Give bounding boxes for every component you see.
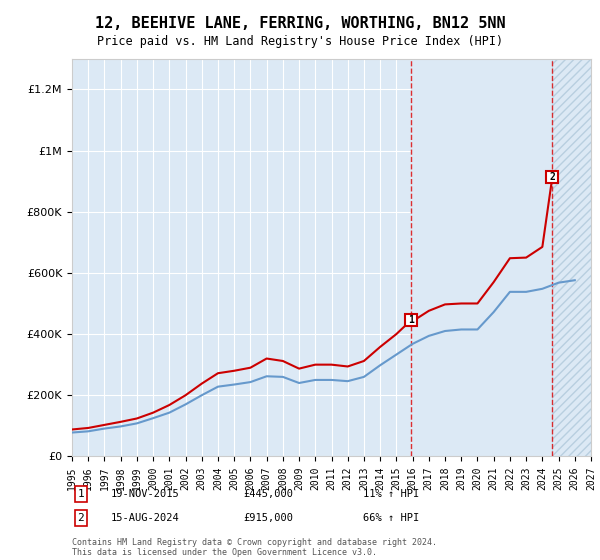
Text: Contains HM Land Registry data © Crown copyright and database right 2024.
This d: Contains HM Land Registry data © Crown c…: [72, 538, 437, 557]
Bar: [553, 59, 591, 456]
Text: Price paid vs. HM Land Registry's House Price Index (HPI): Price paid vs. HM Land Registry's House …: [97, 35, 503, 48]
Text: £445,000: £445,000: [243, 489, 293, 499]
Text: 12, BEEHIVE LANE, FERRING, WORTHING, BN12 5NN: 12, BEEHIVE LANE, FERRING, WORTHING, BN1…: [95, 16, 505, 31]
Text: 2: 2: [77, 513, 85, 523]
Text: 11% ↑ HPI: 11% ↑ HPI: [363, 489, 419, 499]
Text: 1: 1: [77, 489, 85, 499]
Text: £915,000: £915,000: [243, 513, 293, 523]
Text: 19-NOV-2015: 19-NOV-2015: [111, 489, 180, 499]
Text: 2: 2: [550, 171, 556, 181]
Bar: [411, 59, 553, 456]
Text: 66% ↑ HPI: 66% ↑ HPI: [363, 513, 419, 523]
Text: 15-AUG-2024: 15-AUG-2024: [111, 513, 180, 523]
Text: 1: 1: [408, 315, 414, 325]
